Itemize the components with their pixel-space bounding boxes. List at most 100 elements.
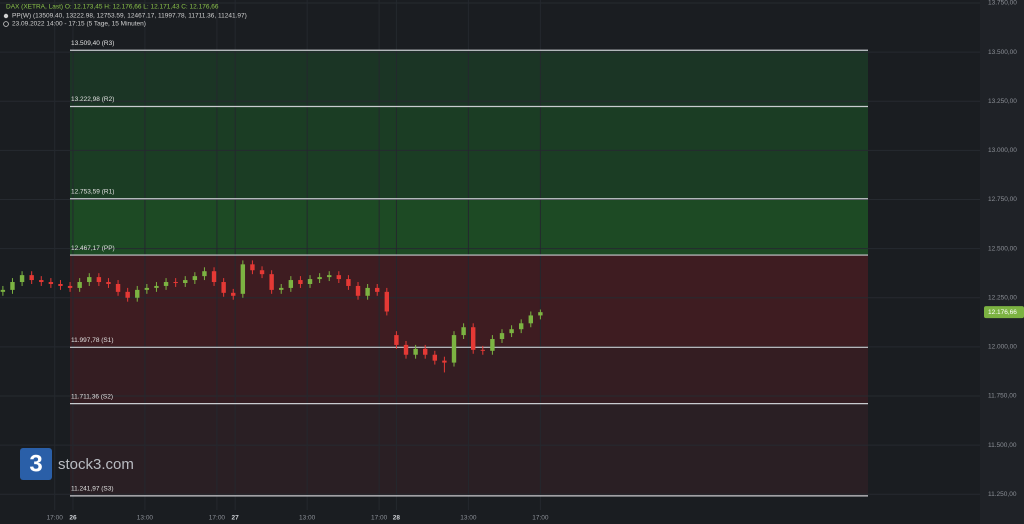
candle-body xyxy=(106,282,111,284)
candle-body xyxy=(298,280,303,284)
pivot-label: 13.222,98 (R2) xyxy=(71,96,114,103)
pivot-label: 12.753,59 (R1) xyxy=(71,188,114,195)
candle-body xyxy=(0,289,6,292)
header-line: 23.09.2022 14:00 - 17:15 (5 Tage, 15 Min… xyxy=(12,21,146,28)
candle-body xyxy=(10,282,15,290)
candle-body xyxy=(67,285,73,288)
candles xyxy=(0,260,543,373)
candle-body xyxy=(163,282,169,286)
pivot-label: 13.509,40 (R3) xyxy=(71,40,114,47)
logo-text: stock3.com xyxy=(58,456,134,473)
y-tick-label: 11.500,00 xyxy=(988,442,1017,449)
x-tick-label: 17:00 xyxy=(371,515,388,522)
candle-body xyxy=(499,333,505,340)
y-tick-label: 11.750,00 xyxy=(988,393,1017,400)
candle-body xyxy=(355,285,361,296)
candle-body xyxy=(394,335,399,345)
y-tick-label: 13.250,00 xyxy=(988,98,1017,105)
candle-body xyxy=(144,287,150,290)
candle-body xyxy=(317,277,322,280)
candle-body xyxy=(307,279,313,284)
x-tick-label: 17:00 xyxy=(47,515,64,522)
candle-body xyxy=(115,283,121,292)
pivot-label: 11.241,97 (S3) xyxy=(71,486,114,493)
price-axis-area xyxy=(980,0,1024,524)
x-tick-label: 26 xyxy=(69,515,77,522)
y-tick-label: 11.250,00 xyxy=(988,491,1017,498)
x-tick-label: 28 xyxy=(393,515,401,522)
candle-body xyxy=(471,327,476,350)
logo-mark: 3 xyxy=(29,450,42,477)
candle-body xyxy=(346,279,351,286)
candle-body xyxy=(77,282,82,288)
candle-body xyxy=(183,280,188,284)
candle-body xyxy=(403,344,409,355)
candle-body xyxy=(221,282,226,293)
candle-body xyxy=(259,270,265,275)
y-tick-label: 13.750,00 xyxy=(988,0,1017,7)
candle-body xyxy=(154,285,159,288)
candle-body xyxy=(192,276,198,281)
header-line: PP(W) (13509.40, 13222.98, 12753.59, 124… xyxy=(12,13,247,20)
candle-body xyxy=(279,287,284,290)
pivot-zones xyxy=(70,50,868,496)
candle-body xyxy=(336,275,342,280)
candle-body xyxy=(48,282,54,284)
candle-body xyxy=(538,312,543,316)
x-tick-label: 13:00 xyxy=(460,515,477,522)
y-tick-label: 12.500,00 xyxy=(988,245,1017,252)
candle-body xyxy=(327,275,332,278)
y-tick-label: 13.000,00 xyxy=(988,147,1017,154)
pivot-zone xyxy=(70,198,868,256)
candle-body xyxy=(509,329,514,334)
candle-body xyxy=(173,282,178,284)
candle-body xyxy=(423,348,428,355)
candle-body xyxy=(135,289,140,298)
y-tick-label: 12.000,00 xyxy=(988,344,1017,351)
logo-box xyxy=(20,448,52,480)
candle-body xyxy=(384,291,390,312)
pivot-zone xyxy=(70,347,868,404)
axes: 13.750,00 13.500,00 13.250,00 13.000,00 12.7… xyxy=(47,0,1024,522)
candle-body xyxy=(87,277,92,283)
y-tick-label: 12.750,00 xyxy=(988,196,1017,203)
candle-body xyxy=(432,354,438,361)
candle-body xyxy=(240,264,246,294)
x-tick-label: 13:00 xyxy=(137,515,154,522)
candle-body xyxy=(413,348,418,355)
y-tick-label: 13.500,00 xyxy=(988,49,1017,56)
pivot-label: 12.467,17 (PP) xyxy=(71,245,115,252)
candle-body xyxy=(365,287,370,296)
pivot-label: 11.711,36 (S2) xyxy=(71,393,113,400)
icon xyxy=(3,21,9,27)
candle-body xyxy=(19,275,25,283)
candle-body xyxy=(528,315,533,324)
candle-body xyxy=(269,274,274,290)
candle-body xyxy=(231,292,236,296)
candle-body xyxy=(39,280,44,283)
x-tick-label: 17:00 xyxy=(209,515,226,522)
candle-body xyxy=(442,360,447,363)
last-price-label: 12.176,66 xyxy=(988,309,1017,316)
last-price-tag xyxy=(984,306,1024,319)
candle-body xyxy=(125,291,130,298)
pivot-zone xyxy=(70,106,868,199)
x-tick-label: 13:00 xyxy=(299,515,316,522)
candle-body xyxy=(480,349,486,351)
pivot-zone xyxy=(70,50,868,107)
pivot-levels: 13.509,40 (R3) 13.222,98 (R2) 12.753,59 (R… xyxy=(70,40,868,497)
candle-body xyxy=(29,275,34,281)
candle-body xyxy=(202,271,207,277)
x-tick-label: 17:00 xyxy=(532,515,549,522)
candle-body xyxy=(451,335,457,363)
candle-body xyxy=(58,283,63,286)
watermark: 3 stock3.com xyxy=(20,448,134,480)
y-tick-label: 12.250,00 xyxy=(988,294,1017,301)
pivot-zone xyxy=(70,255,868,348)
candle-body xyxy=(96,277,102,283)
candle-body xyxy=(211,271,217,283)
header-line: DAX (XETRA, Last) O: 12.173,45 H: 12.176… xyxy=(6,4,219,11)
candle-body xyxy=(250,264,255,271)
